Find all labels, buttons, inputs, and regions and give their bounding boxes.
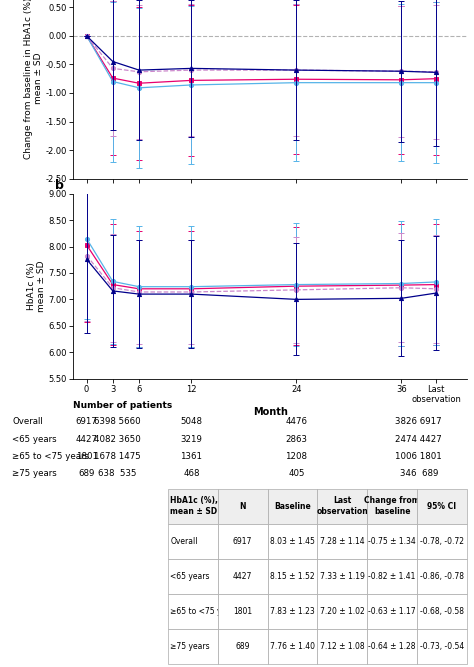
Text: 6398 5660: 6398 5660	[94, 418, 140, 426]
Text: 1208: 1208	[285, 452, 308, 461]
Text: 638  535: 638 535	[98, 469, 137, 478]
Text: 5048: 5048	[181, 418, 202, 426]
Text: b: b	[55, 179, 64, 191]
Text: 2474 4427: 2474 4427	[395, 435, 442, 444]
Text: 1006 1801: 1006 1801	[395, 452, 442, 461]
Text: Overall: Overall	[12, 418, 43, 426]
Text: ≥75 years: ≥75 years	[12, 469, 57, 478]
Text: 3219: 3219	[181, 435, 202, 444]
Text: 468: 468	[183, 469, 200, 478]
Text: 405: 405	[288, 469, 305, 478]
Text: 689: 689	[78, 469, 95, 478]
Text: 4427: 4427	[75, 435, 98, 444]
X-axis label: Month: Month	[253, 407, 288, 417]
Text: 3826 6917: 3826 6917	[395, 418, 442, 426]
Y-axis label: Change from baseline in HbA1c (%)
mean ± SD: Change from baseline in HbA1c (%) mean ±…	[24, 0, 43, 159]
Text: 1678 1475: 1678 1475	[94, 452, 141, 461]
Text: 6917: 6917	[76, 418, 98, 426]
Text: 4476: 4476	[285, 418, 308, 426]
Text: Number of patients: Number of patients	[73, 401, 173, 410]
Text: 4082 3650: 4082 3650	[94, 435, 141, 444]
Text: <65 years: <65 years	[12, 435, 57, 444]
Text: 1801: 1801	[75, 452, 98, 461]
Y-axis label: HbA1c (%)
mean ± SD: HbA1c (%) mean ± SD	[27, 260, 46, 312]
Text: 2863: 2863	[285, 435, 308, 444]
Text: 346  689: 346 689	[400, 469, 438, 478]
Text: 1361: 1361	[181, 452, 202, 461]
Text: ≥65 to <75 years: ≥65 to <75 years	[12, 452, 89, 461]
